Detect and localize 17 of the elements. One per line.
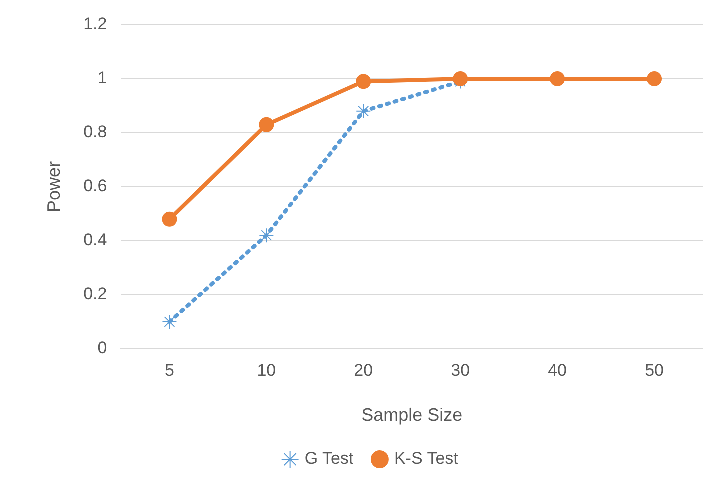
x-tick-label: 40 [548, 360, 568, 380]
y-tick-label: 1 [98, 68, 108, 88]
y-tick-label: 1.2 [84, 14, 108, 34]
y-tick-label: 0.8 [84, 122, 108, 142]
y-tick-label: 0.4 [84, 230, 108, 250]
legend-label: K-S Test [394, 449, 459, 468]
x-tick-label: 20 [354, 360, 374, 380]
y-tick-label: 0.2 [84, 284, 108, 304]
x-tick-label: 30 [451, 360, 470, 380]
x-tick-label: 5 [164, 360, 174, 380]
x-tick-label: 10 [257, 360, 276, 380]
y-axis-title: Power [44, 161, 64, 213]
x-tick-label: 50 [645, 360, 664, 380]
x-axis-title: Sample Size [362, 405, 463, 426]
y-tick-label: 0 [98, 338, 108, 358]
legend-label: G Test [304, 449, 354, 468]
y-tick-label: 0.6 [84, 176, 108, 196]
